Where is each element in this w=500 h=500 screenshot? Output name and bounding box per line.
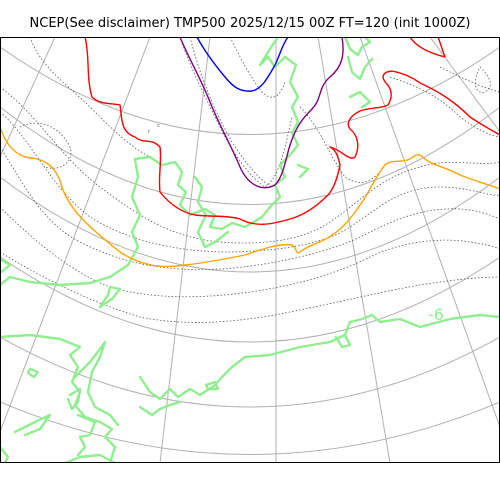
coastline	[13, 413, 52, 437]
coastline	[348, 90, 372, 109]
coastlines	[0, 37, 500, 463]
coastline	[76, 413, 97, 457]
coastline	[0, 445, 10, 463]
dotted-contour	[19, 122, 72, 169]
coastline	[0, 157, 142, 287]
contour-label: -6	[428, 305, 444, 324]
coastline	[98, 285, 122, 309]
latitude-circle	[0, 401, 500, 455]
meridian	[0, 37, 56, 158]
coastline	[73, 340, 120, 427]
weather-map: -6 r c	[0, 37, 500, 463]
dotted-contour	[389, 76, 500, 138]
coastline	[334, 333, 352, 349]
latitude-circle	[0, 336, 500, 408]
lake-marker: c	[157, 123, 160, 129]
lake-marker: r	[148, 129, 151, 135]
dotted-contour	[189, 37, 273, 188]
dotted-contours	[0, 37, 500, 323]
coastline	[0, 333, 117, 463]
dotted-contour	[179, 37, 293, 188]
graticule	[0, 37, 500, 463]
meridian	[0, 37, 151, 433]
dotted-contour	[0, 251, 500, 323]
coastline	[138, 400, 182, 417]
latitude-circle	[0, 256, 500, 343]
coastline	[133, 37, 300, 231]
meridian	[317, 37, 391, 463]
coastline	[296, 163, 310, 179]
dotted-contour	[0, 146, 500, 270]
dotted-contour	[0, 111, 500, 253]
latitude-circle	[0, 106, 500, 205]
meridian	[159, 37, 211, 463]
coastline	[138, 313, 500, 401]
coastline	[346, 55, 374, 81]
coastline	[0, 257, 12, 275]
coastline	[66, 387, 82, 411]
isotherms	[0, 37, 500, 268]
coastline	[26, 367, 40, 379]
coastline	[343, 37, 372, 57]
coastline	[204, 380, 220, 391]
isotherm-red	[409, 37, 446, 58]
dotted-contour	[0, 206, 500, 298]
dotted-contour	[29, 37, 151, 158]
meridian	[359, 37, 500, 428]
isotherm-red	[84, 37, 500, 225]
map-canvas: -6 r c	[0, 37, 500, 463]
dotted-contour	[229, 37, 286, 98]
isotherm-orange	[0, 126, 500, 268]
isotherm-blue	[196, 37, 289, 92]
coastline	[63, 453, 117, 463]
dotted-contour	[0, 86, 500, 244]
map-frame	[0, 37, 500, 463]
coastline	[193, 175, 230, 249]
chart-title: NCEP(See disclaimer) TMP500 2025/12/15 0…	[29, 16, 471, 31]
latitude-circle	[0, 176, 500, 273]
meridian	[429, 37, 500, 133]
isotherm-purple	[179, 37, 344, 189]
dotted-contour	[299, 106, 381, 183]
dotted-contour	[475, 66, 491, 93]
